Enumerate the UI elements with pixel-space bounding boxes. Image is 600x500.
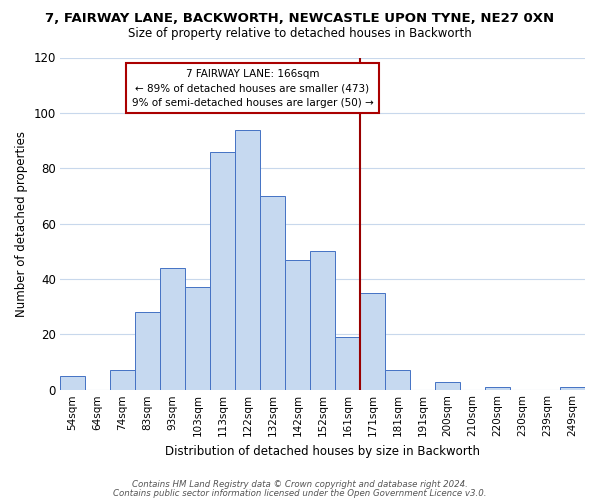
Bar — [235, 130, 260, 390]
Bar — [435, 382, 460, 390]
Text: Contains public sector information licensed under the Open Government Licence v3: Contains public sector information licen… — [113, 489, 487, 498]
Bar — [260, 196, 285, 390]
Bar — [485, 387, 510, 390]
Bar — [185, 288, 210, 390]
X-axis label: Distribution of detached houses by size in Backworth: Distribution of detached houses by size … — [165, 444, 480, 458]
Bar — [285, 260, 310, 390]
Bar — [110, 370, 135, 390]
Text: Size of property relative to detached houses in Backworth: Size of property relative to detached ho… — [128, 28, 472, 40]
Bar — [135, 312, 160, 390]
Bar — [310, 252, 335, 390]
Bar — [385, 370, 410, 390]
Bar — [60, 376, 85, 390]
Text: 7, FAIRWAY LANE, BACKWORTH, NEWCASTLE UPON TYNE, NE27 0XN: 7, FAIRWAY LANE, BACKWORTH, NEWCASTLE UP… — [46, 12, 554, 26]
Bar — [335, 337, 360, 390]
Text: Contains HM Land Registry data © Crown copyright and database right 2024.: Contains HM Land Registry data © Crown c… — [132, 480, 468, 489]
Bar — [360, 293, 385, 390]
Y-axis label: Number of detached properties: Number of detached properties — [15, 130, 28, 316]
Bar — [560, 387, 585, 390]
Bar — [160, 268, 185, 390]
Text: 7 FAIRWAY LANE: 166sqm
← 89% of detached houses are smaller (473)
9% of semi-det: 7 FAIRWAY LANE: 166sqm ← 89% of detached… — [131, 68, 373, 108]
Bar — [210, 152, 235, 390]
